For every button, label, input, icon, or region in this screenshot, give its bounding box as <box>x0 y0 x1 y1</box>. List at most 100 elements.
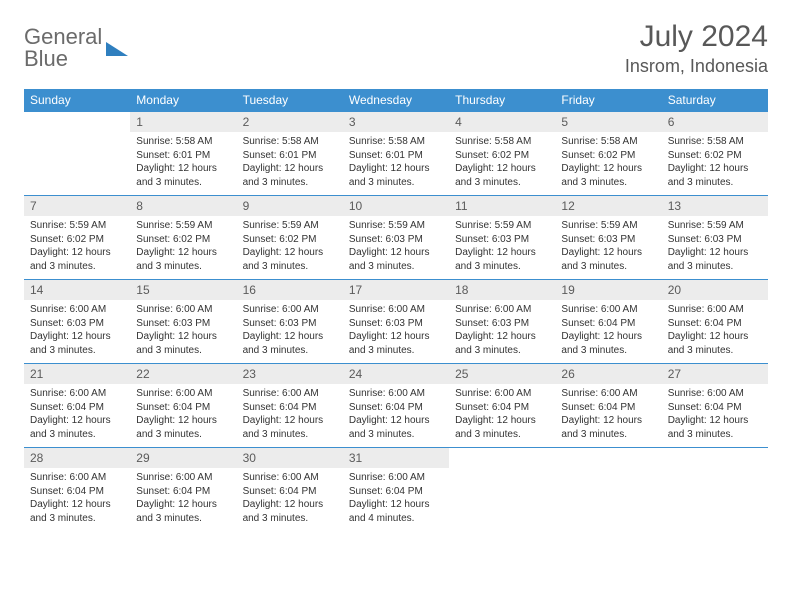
day-detail-line: Sunrise: 6:00 AM <box>136 387 230 401</box>
day-details: Sunrise: 6:00 AMSunset: 6:04 PMDaylight:… <box>130 468 236 529</box>
calendar-day-cell: 3Sunrise: 5:58 AMSunset: 6:01 PMDaylight… <box>343 112 449 196</box>
day-details: Sunrise: 5:59 AMSunset: 6:03 PMDaylight:… <box>555 216 661 277</box>
calendar-day-cell: 23Sunrise: 6:00 AMSunset: 6:04 PMDayligh… <box>237 364 343 448</box>
day-detail-line: and 3 minutes. <box>668 428 762 442</box>
calendar-day-cell: 29Sunrise: 6:00 AMSunset: 6:04 PMDayligh… <box>130 448 236 532</box>
weekday-header: Wednesday <box>343 89 449 112</box>
calendar-week-row: 14Sunrise: 6:00 AMSunset: 6:03 PMDayligh… <box>24 280 768 364</box>
day-detail-line: and 3 minutes. <box>30 428 124 442</box>
calendar-day-cell: 12Sunrise: 5:59 AMSunset: 6:03 PMDayligh… <box>555 196 661 280</box>
day-detail-line: Sunset: 6:03 PM <box>561 233 655 247</box>
day-detail-line: and 3 minutes. <box>243 428 337 442</box>
day-detail-line: Sunset: 6:03 PM <box>455 233 549 247</box>
day-detail-line: Daylight: 12 hours <box>349 414 443 428</box>
calendar-day-cell: 26Sunrise: 6:00 AMSunset: 6:04 PMDayligh… <box>555 364 661 448</box>
day-number: 17 <box>343 280 449 300</box>
day-number <box>555 448 661 454</box>
day-detail-line: Sunrise: 6:00 AM <box>243 303 337 317</box>
day-detail-line: Daylight: 12 hours <box>455 414 549 428</box>
day-detail-line: and 3 minutes. <box>30 344 124 358</box>
day-detail-line: and 3 minutes. <box>136 176 230 190</box>
day-details: Sunrise: 5:58 AMSunset: 6:01 PMDaylight:… <box>130 132 236 193</box>
day-detail-line: and 3 minutes. <box>349 428 443 442</box>
calendar-day-cell: 28Sunrise: 6:00 AMSunset: 6:04 PMDayligh… <box>24 448 130 532</box>
day-number: 31 <box>343 448 449 468</box>
day-detail-line: and 4 minutes. <box>349 512 443 526</box>
calendar-table: SundayMondayTuesdayWednesdayThursdayFrid… <box>24 89 768 532</box>
day-details: Sunrise: 5:59 AMSunset: 6:03 PMDaylight:… <box>449 216 555 277</box>
day-details: Sunrise: 6:00 AMSunset: 6:04 PMDaylight:… <box>449 384 555 445</box>
day-detail-line: Sunrise: 6:00 AM <box>561 303 655 317</box>
day-number: 11 <box>449 196 555 216</box>
day-detail-line: Daylight: 12 hours <box>243 330 337 344</box>
day-detail-line: Sunset: 6:04 PM <box>136 485 230 499</box>
day-details: Sunrise: 5:58 AMSunset: 6:01 PMDaylight:… <box>237 132 343 193</box>
day-detail-line: Sunset: 6:04 PM <box>668 317 762 331</box>
day-detail-line: and 3 minutes. <box>243 176 337 190</box>
day-detail-line: Sunset: 6:02 PM <box>455 149 549 163</box>
day-detail-line: Sunrise: 6:00 AM <box>349 303 443 317</box>
day-detail-line: Sunrise: 6:00 AM <box>668 387 762 401</box>
day-number: 24 <box>343 364 449 384</box>
day-detail-line: Sunrise: 6:00 AM <box>243 387 337 401</box>
day-detail-line: Daylight: 12 hours <box>349 246 443 260</box>
day-number: 6 <box>662 112 768 132</box>
day-details: Sunrise: 6:00 AMSunset: 6:04 PMDaylight:… <box>662 300 768 361</box>
day-details: Sunrise: 5:58 AMSunset: 6:02 PMDaylight:… <box>555 132 661 193</box>
day-number: 13 <box>662 196 768 216</box>
day-detail-line: Sunrise: 6:00 AM <box>668 303 762 317</box>
day-detail-line: Daylight: 12 hours <box>561 162 655 176</box>
day-detail-line: Sunset: 6:04 PM <box>243 485 337 499</box>
day-detail-line: Sunrise: 5:58 AM <box>455 135 549 149</box>
day-detail-line: and 3 minutes. <box>455 428 549 442</box>
day-details: Sunrise: 6:00 AMSunset: 6:04 PMDaylight:… <box>237 384 343 445</box>
day-number: 9 <box>237 196 343 216</box>
day-detail-line: and 3 minutes. <box>561 428 655 442</box>
calendar-day-cell: 16Sunrise: 6:00 AMSunset: 6:03 PMDayligh… <box>237 280 343 364</box>
day-number: 28 <box>24 448 130 468</box>
day-detail-line: Sunrise: 6:00 AM <box>455 303 549 317</box>
day-details: Sunrise: 6:00 AMSunset: 6:04 PMDaylight:… <box>662 384 768 445</box>
day-detail-line: Daylight: 12 hours <box>136 162 230 176</box>
day-detail-line: Sunset: 6:03 PM <box>136 317 230 331</box>
day-detail-line: and 3 minutes. <box>561 260 655 274</box>
day-detail-line: Daylight: 12 hours <box>136 498 230 512</box>
calendar-day-cell: 13Sunrise: 5:59 AMSunset: 6:03 PMDayligh… <box>662 196 768 280</box>
calendar-day-cell: 15Sunrise: 6:00 AMSunset: 6:03 PMDayligh… <box>130 280 236 364</box>
day-detail-line: and 3 minutes. <box>455 260 549 274</box>
calendar-day-cell: 17Sunrise: 6:00 AMSunset: 6:03 PMDayligh… <box>343 280 449 364</box>
day-detail-line: Sunrise: 5:59 AM <box>136 219 230 233</box>
calendar-day-cell: 19Sunrise: 6:00 AMSunset: 6:04 PMDayligh… <box>555 280 661 364</box>
day-detail-line: Sunrise: 5:58 AM <box>136 135 230 149</box>
day-details: Sunrise: 6:00 AMSunset: 6:04 PMDaylight:… <box>555 300 661 361</box>
day-detail-line: and 3 minutes. <box>243 344 337 358</box>
day-detail-line: and 3 minutes. <box>243 260 337 274</box>
day-detail-line: and 3 minutes. <box>349 260 443 274</box>
day-detail-line: Sunrise: 5:59 AM <box>349 219 443 233</box>
day-detail-line: Sunrise: 6:00 AM <box>349 471 443 485</box>
day-details: Sunrise: 5:59 AMSunset: 6:03 PMDaylight:… <box>662 216 768 277</box>
day-detail-line: and 3 minutes. <box>668 176 762 190</box>
calendar-body: 1Sunrise: 5:58 AMSunset: 6:01 PMDaylight… <box>24 112 768 532</box>
calendar-day-cell: 11Sunrise: 5:59 AMSunset: 6:03 PMDayligh… <box>449 196 555 280</box>
calendar-day-cell: 20Sunrise: 6:00 AMSunset: 6:04 PMDayligh… <box>662 280 768 364</box>
day-detail-line: Sunrise: 5:58 AM <box>349 135 443 149</box>
day-detail-line: Sunrise: 5:58 AM <box>243 135 337 149</box>
day-detail-line: Sunset: 6:02 PM <box>561 149 655 163</box>
calendar-day-cell: 7Sunrise: 5:59 AMSunset: 6:02 PMDaylight… <box>24 196 130 280</box>
day-number: 19 <box>555 280 661 300</box>
day-details: Sunrise: 5:58 AMSunset: 6:02 PMDaylight:… <box>449 132 555 193</box>
day-number: 26 <box>555 364 661 384</box>
day-detail-line: Sunrise: 5:59 AM <box>561 219 655 233</box>
calendar-day-cell: 14Sunrise: 6:00 AMSunset: 6:03 PMDayligh… <box>24 280 130 364</box>
day-detail-line: and 3 minutes. <box>349 344 443 358</box>
calendar-day-cell: 31Sunrise: 6:00 AMSunset: 6:04 PMDayligh… <box>343 448 449 532</box>
day-number: 30 <box>237 448 343 468</box>
weekday-header: Saturday <box>662 89 768 112</box>
day-details: Sunrise: 6:00 AMSunset: 6:03 PMDaylight:… <box>130 300 236 361</box>
day-details: Sunrise: 6:00 AMSunset: 6:03 PMDaylight:… <box>343 300 449 361</box>
day-detail-line: Daylight: 12 hours <box>136 246 230 260</box>
day-number: 5 <box>555 112 661 132</box>
day-detail-line: Sunset: 6:03 PM <box>455 317 549 331</box>
weekday-header: Thursday <box>449 89 555 112</box>
